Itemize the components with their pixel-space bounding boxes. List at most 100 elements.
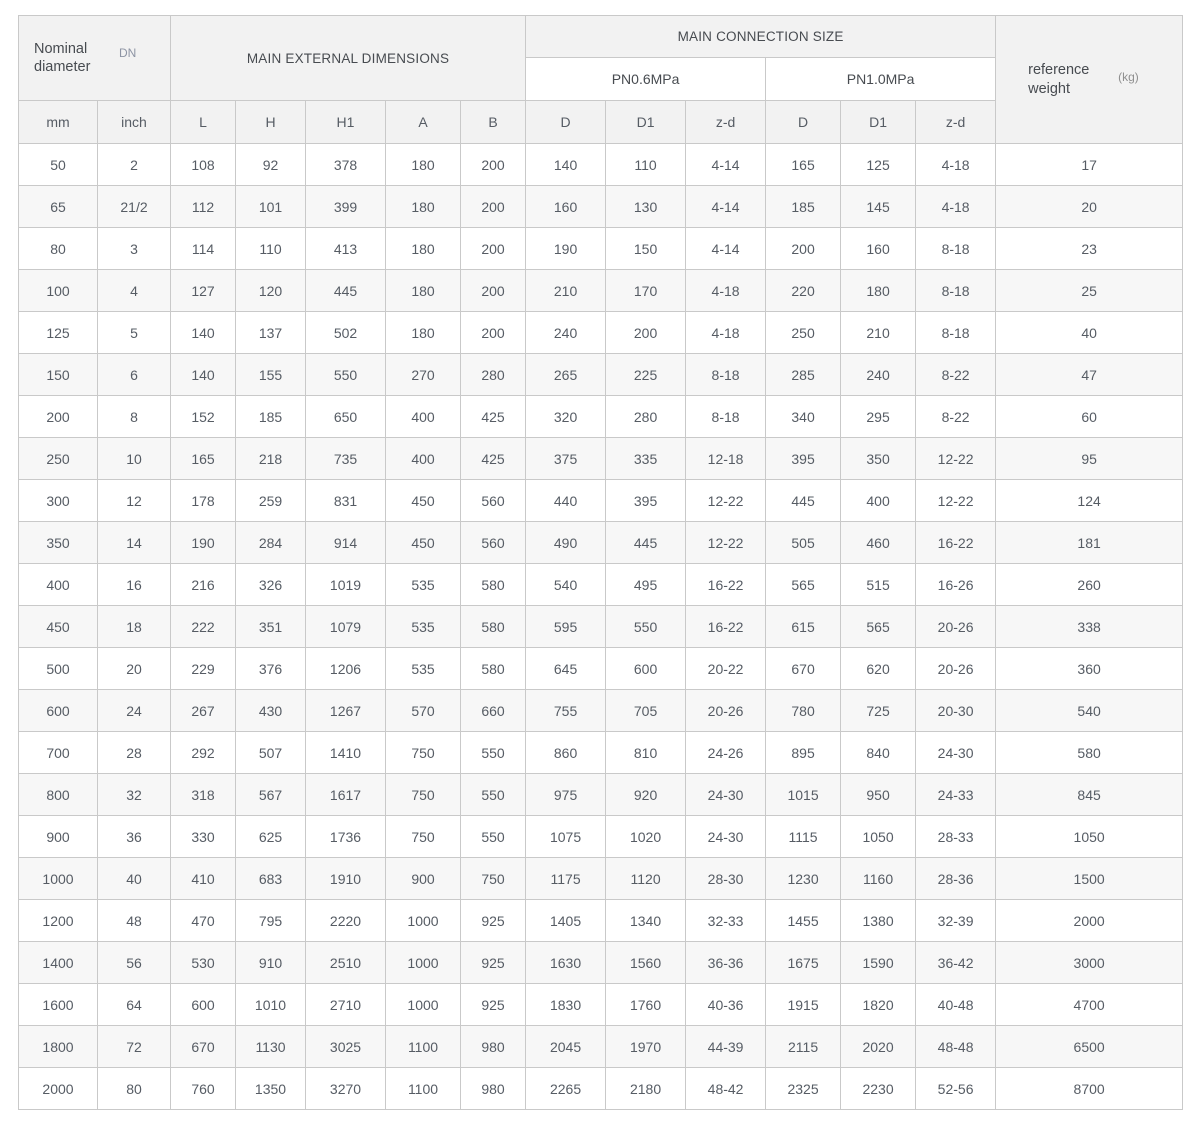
table-cell: 350 [840,437,917,480]
table-cell: 250 [765,311,842,354]
table-cell: 160 [525,185,607,228]
table-cell: 1350 [235,1067,306,1110]
table-cell: 750 [459,857,527,900]
table-cell: 200 [459,227,527,270]
table-cell: 550 [459,731,527,774]
table-cell: 218 [235,437,306,480]
table-cell: 2000 [18,1067,98,1110]
table-cell: 17 [995,143,1184,186]
pn06-header: PN0.6MPa [525,57,767,101]
table-row: 500 20 229 376 1206 535 580 645 600 20-22 670 620 20… [18,647,1184,690]
table-cell: 12-22 [685,521,767,564]
table-cell: 1760 [605,983,687,1026]
table-cell: 4700 [995,983,1184,1026]
column-header: B [459,100,527,144]
table-cell: 535 [385,605,461,648]
table-cell: 975 [525,773,607,816]
table-cell: 1000 [18,857,98,900]
table-cell: 925 [459,941,527,984]
table-cell: 1000 [385,899,461,942]
table-cell: 318 [170,773,236,816]
table-cell: 413 [305,227,386,270]
table-cell: 20-26 [685,689,767,732]
table-cell: 570 [385,689,461,732]
table-cell: 505 [765,521,842,564]
column-header: mm [18,100,98,144]
table-cell: 8-18 [915,269,997,312]
table-cell: 190 [170,521,236,564]
table-cell: 40-48 [915,983,997,1026]
table-cell: 925 [459,983,527,1026]
table-cell: 2020 [840,1025,917,1068]
column-header: D1 [840,100,917,144]
table-cell: 4-14 [685,227,767,270]
table-cell: 2180 [605,1067,687,1110]
table-cell: 32 [97,773,171,816]
table-cell: 4-18 [915,143,997,186]
table-cell: 20 [995,185,1184,228]
table-cell: 615 [765,605,842,648]
table-cell: 240 [525,311,607,354]
table-row: 300 12 178 259 831 450 560 440 395 12-22 445 400 12-… [18,479,1184,522]
table-cell: 20 [97,647,171,690]
table-cell: 12-22 [915,479,997,522]
table-cell: 320 [525,395,607,438]
table-cell: 395 [765,437,842,480]
table-row: 350 14 190 284 914 450 560 490 445 12-22 505 460 16-… [18,521,1184,564]
table-cell: 550 [605,605,687,648]
table-cell: 28-33 [915,815,997,858]
table-cell: 326 [235,563,306,606]
table-cell: 200 [459,311,527,354]
table-cell: 755 [525,689,607,732]
table-cell: 550 [305,353,386,396]
table-cell: 229 [170,647,236,690]
table-cell: 450 [385,479,461,522]
table-cell: 72 [97,1025,171,1068]
valve-spec-table: Nominal diameter DN MAIN EXTERNAL DIMENS… [18,15,1184,1110]
table-cell: 60 [995,395,1184,438]
table-cell: 160 [840,227,917,270]
table-cell: 700 [18,731,98,774]
table-cell: 1000 [385,941,461,984]
table-cell: 400 [385,395,461,438]
table-cell: 64 [97,983,171,1026]
table-cell: 165 [765,143,842,186]
table-cell: 114 [170,227,236,270]
table-cell: 1206 [305,647,386,690]
table-cell: 1405 [525,899,607,942]
table-cell: 8 [97,395,171,438]
table-cell: 340 [765,395,842,438]
table-cell: 450 [18,605,98,648]
table-cell: 925 [459,899,527,942]
table-cell: 445 [765,479,842,522]
table-cell: 24-26 [685,731,767,774]
table-cell: 6 [97,353,171,396]
table-cell: 845 [995,773,1184,816]
table-cell: 8-18 [685,395,767,438]
table-cell: 130 [605,185,687,228]
table-cell: 8700 [995,1067,1184,1110]
table-cell: 2230 [840,1067,917,1110]
table-body: 50 2 108 92 378 180 200 140 110 4-14 165 125 4-18 17 6… [18,143,1184,1110]
table-cell: 267 [170,689,236,732]
table-cell: 670 [765,647,842,690]
table-cell: 16-26 [915,563,997,606]
table-cell: 216 [170,563,236,606]
table-cell: 1675 [765,941,842,984]
table-cell: 495 [605,563,687,606]
table-cell: 185 [235,395,306,438]
table-cell: 507 [235,731,306,774]
table-cell: 280 [459,353,527,396]
table-cell: 2000 [995,899,1184,942]
table-cell: 1267 [305,689,386,732]
table-cell: 500 [18,647,98,690]
table-cell: 560 [459,479,527,522]
header-row-groups: Nominal diameter DN MAIN EXTERNAL DIMENS… [18,15,1184,144]
table-cell: 4-14 [685,143,767,186]
table-cell: 225 [605,353,687,396]
table-cell: 200 [459,269,527,312]
column-header: L [170,100,236,144]
header-row-pressure: PN0.6MPa PN1.0MPa [19,57,1183,101]
table-cell: 180 [385,311,461,354]
table-cell: 24 [97,689,171,732]
